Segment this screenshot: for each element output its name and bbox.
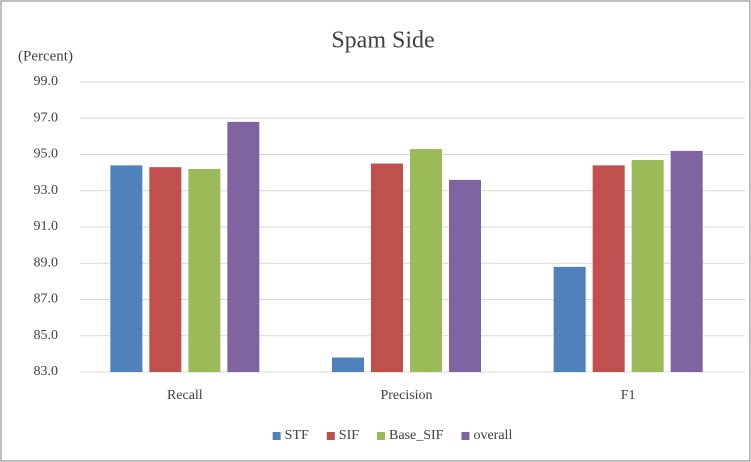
y-tick-label: 97.0 xyxy=(34,110,59,125)
bar xyxy=(670,150,703,372)
bar xyxy=(227,121,260,372)
legend-label: SIF xyxy=(339,428,359,443)
y-tick-label: 83.0 xyxy=(34,364,59,379)
y-tick-label: 99.0 xyxy=(34,74,59,89)
y-axis-label: (Percent) xyxy=(18,48,73,64)
legend-swatch xyxy=(461,432,470,440)
y-tick-label: 87.0 xyxy=(34,292,59,307)
bar xyxy=(449,179,481,372)
x-tick-label: F1 xyxy=(621,388,636,403)
bar xyxy=(410,149,442,372)
bar xyxy=(332,357,364,372)
y-tick-label: 95.0 xyxy=(34,147,59,162)
legend-label: Base_SIF xyxy=(389,428,444,443)
bar xyxy=(631,159,664,372)
x-tick-label: Precision xyxy=(380,388,432,403)
x-tick-label: Recall xyxy=(167,388,203,403)
y-tick-label: 91.0 xyxy=(34,219,59,234)
y-tick-label: 93.0 xyxy=(34,183,59,198)
chart-title: Spam Side xyxy=(331,28,434,54)
y-tick-label: 85.0 xyxy=(34,328,59,343)
legend-label: overall xyxy=(473,428,512,443)
bar xyxy=(188,169,221,372)
bar xyxy=(110,165,143,372)
legend-label: STF xyxy=(285,428,309,443)
y-tick-label: 89.0 xyxy=(34,255,59,270)
legend-swatch xyxy=(326,432,335,440)
legend-swatch xyxy=(272,432,281,440)
bar xyxy=(371,163,403,372)
bar xyxy=(592,165,625,372)
legend-swatch xyxy=(377,432,386,440)
bar xyxy=(553,266,586,372)
bar xyxy=(149,167,182,372)
